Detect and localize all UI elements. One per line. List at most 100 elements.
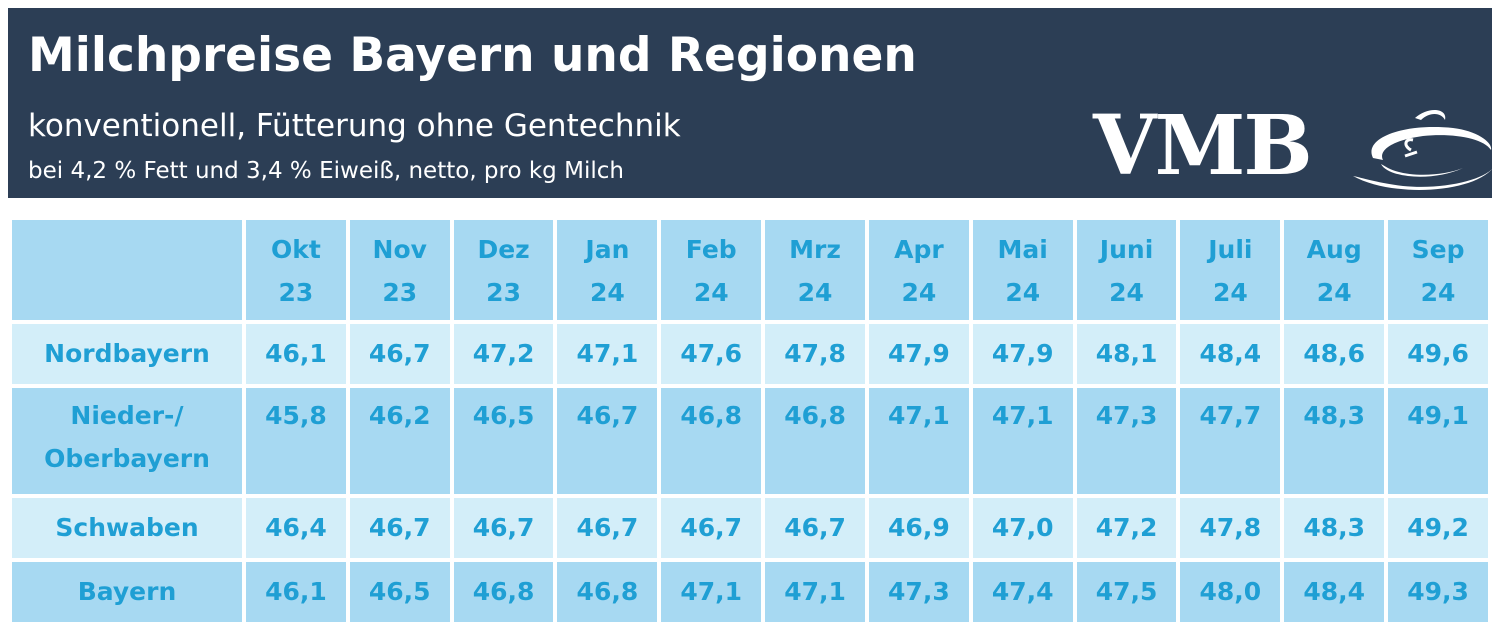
row-label: Nieder-/ Oberbayern [12, 388, 242, 494]
price-cell: 48,3 [1284, 388, 1385, 494]
price-cell: 49,3 [1388, 562, 1488, 622]
row-label-line: Nieder-/ [70, 401, 184, 430]
column-header: Mai 24 [972, 220, 1073, 320]
column-year: 24 [1005, 278, 1041, 307]
price-cell: 46,5 [349, 562, 450, 622]
page-title: Milchpreise Bayern und Regionen [28, 28, 917, 83]
price-cell: 46,7 [557, 498, 658, 558]
column-month: Okt [270, 235, 321, 264]
column-year: 23 [278, 278, 314, 307]
column-header: Nov 23 [349, 220, 450, 320]
price-cell: 48,3 [1284, 498, 1385, 558]
price-cell: 46,8 [557, 562, 658, 622]
price-cell: 47,1 [972, 388, 1073, 494]
price-cell: 46,7 [557, 388, 658, 494]
column-header: Sep 24 [1388, 220, 1488, 320]
header-corner-cell [12, 220, 242, 320]
price-cell: 47,9 [972, 324, 1073, 384]
row-label-line: Schwaben [55, 513, 199, 542]
price-cell: 46,8 [765, 388, 865, 494]
column-header: Feb 24 [661, 220, 762, 320]
column-header: Dez 23 [453, 220, 554, 320]
row-label: Schwaben [12, 498, 242, 558]
column-year: 24 [1109, 278, 1144, 307]
column-header: Apr 24 [868, 220, 969, 320]
price-cell: 49,1 [1388, 388, 1488, 494]
price-cell: 47,2 [1076, 498, 1177, 558]
column-year: 24 [590, 278, 625, 307]
price-cell: 46,4 [246, 498, 346, 558]
row-label: Nordbayern [12, 324, 242, 384]
column-year: 24 [1212, 278, 1248, 307]
column-year: 23 [486, 278, 521, 307]
table-row: Schwaben 46,4 46,7 46,7 46,7 46,7 46,7 46,9 47,0… [12, 498, 1488, 558]
price-cell: 46,5 [453, 388, 554, 494]
price-cell: 48,4 [1180, 324, 1281, 384]
price-cell: 47,3 [1076, 388, 1177, 494]
price-cell: 46,1 [246, 324, 346, 384]
price-cell: 47,0 [972, 498, 1073, 558]
price-cell: 45,8 [246, 388, 346, 494]
price-cell: 46,8 [453, 562, 554, 622]
row-label-line: Bayern [77, 577, 177, 606]
page-subtitle: konventionell, Fütterung ohne Gentechnik [28, 108, 681, 144]
column-header: Okt 23 [246, 220, 346, 320]
milk-drop-logo-icon [1353, 109, 1493, 190]
column-month: Feb [685, 235, 737, 264]
price-cell: 47,1 [765, 562, 865, 622]
price-cell: 47,1 [661, 562, 762, 622]
price-cell: 46,8 [661, 388, 762, 494]
column-month: Mai [997, 235, 1048, 264]
vmb-logo: VMB [1093, 98, 1493, 198]
price-cell: 46,7 [661, 498, 762, 558]
price-cell: 46,7 [453, 498, 554, 558]
row-label-line: Nordbayern [44, 339, 210, 368]
price-cell: 47,5 [1076, 562, 1177, 622]
column-header: Jan 24 [557, 220, 658, 320]
price-cell: 46,1 [246, 562, 346, 622]
price-cell: 47,8 [1180, 498, 1281, 558]
column-header: Juni 24 [1076, 220, 1177, 320]
price-cell: 47,6 [661, 324, 762, 384]
column-month: Dez [477, 235, 530, 264]
price-cell: 49,2 [1388, 498, 1488, 558]
price-cell: 47,7 [1180, 388, 1281, 494]
price-cell: 48,6 [1284, 324, 1385, 384]
table-row: Bayern 46,1 46,5 46,8 46,8 47,1 47,1 47,3 47,4 47… [12, 562, 1488, 622]
row-label: Bayern [12, 562, 242, 622]
column-header: Juli 24 [1180, 220, 1281, 320]
price-cell: 47,1 [557, 324, 658, 384]
column-year: 24 [1420, 278, 1456, 307]
price-cell: 48,4 [1284, 562, 1385, 622]
column-year: 24 [1316, 278, 1352, 307]
price-cell: 48,0 [1180, 562, 1281, 622]
price-cell: 47,9 [868, 324, 969, 384]
column-header: Mrz 24 [765, 220, 865, 320]
price-cell: 48,1 [1076, 324, 1177, 384]
table-row: Nordbayern 46,1 46,7 47,2 47,1 47,6 47,8 47,9 47… [12, 324, 1488, 384]
column-month: Sep [1411, 235, 1465, 264]
logo-text: VMB [1093, 98, 1313, 194]
header-banner: Milchpreise Bayern und Regionen konventi… [8, 8, 1493, 198]
price-cell: 46,7 [349, 324, 450, 384]
price-cell: 47,4 [972, 562, 1073, 622]
row-label-line: Oberbayern [44, 444, 210, 473]
milk-price-table: Okt 23 Nov 23 Dez 23 Jan 24 Feb 24 Mrz 24 Apr 24 Mai 24… [8, 216, 1492, 626]
price-cell: 46,7 [765, 498, 865, 558]
column-month: Aug [1306, 235, 1362, 264]
price-cell: 47,3 [868, 562, 969, 622]
column-month: Nov [372, 235, 427, 264]
table-header-row: Okt 23 Nov 23 Dez 23 Jan 24 Feb 24 Mrz 24 Apr 24 Mai 24… [12, 220, 1488, 320]
price-cell: 47,1 [868, 388, 969, 494]
column-month: Jan [585, 235, 630, 264]
column-month: Apr [894, 235, 944, 264]
column-header: Aug 24 [1284, 220, 1385, 320]
column-month: Mrz [789, 235, 841, 264]
column-year: 24 [693, 278, 729, 307]
column-month: Juni [1099, 235, 1154, 264]
price-cell: 47,8 [765, 324, 865, 384]
price-cell: 47,2 [453, 324, 554, 384]
column-year: 23 [382, 278, 418, 307]
price-cell: 49,6 [1388, 324, 1488, 384]
price-cell: 46,7 [349, 498, 450, 558]
